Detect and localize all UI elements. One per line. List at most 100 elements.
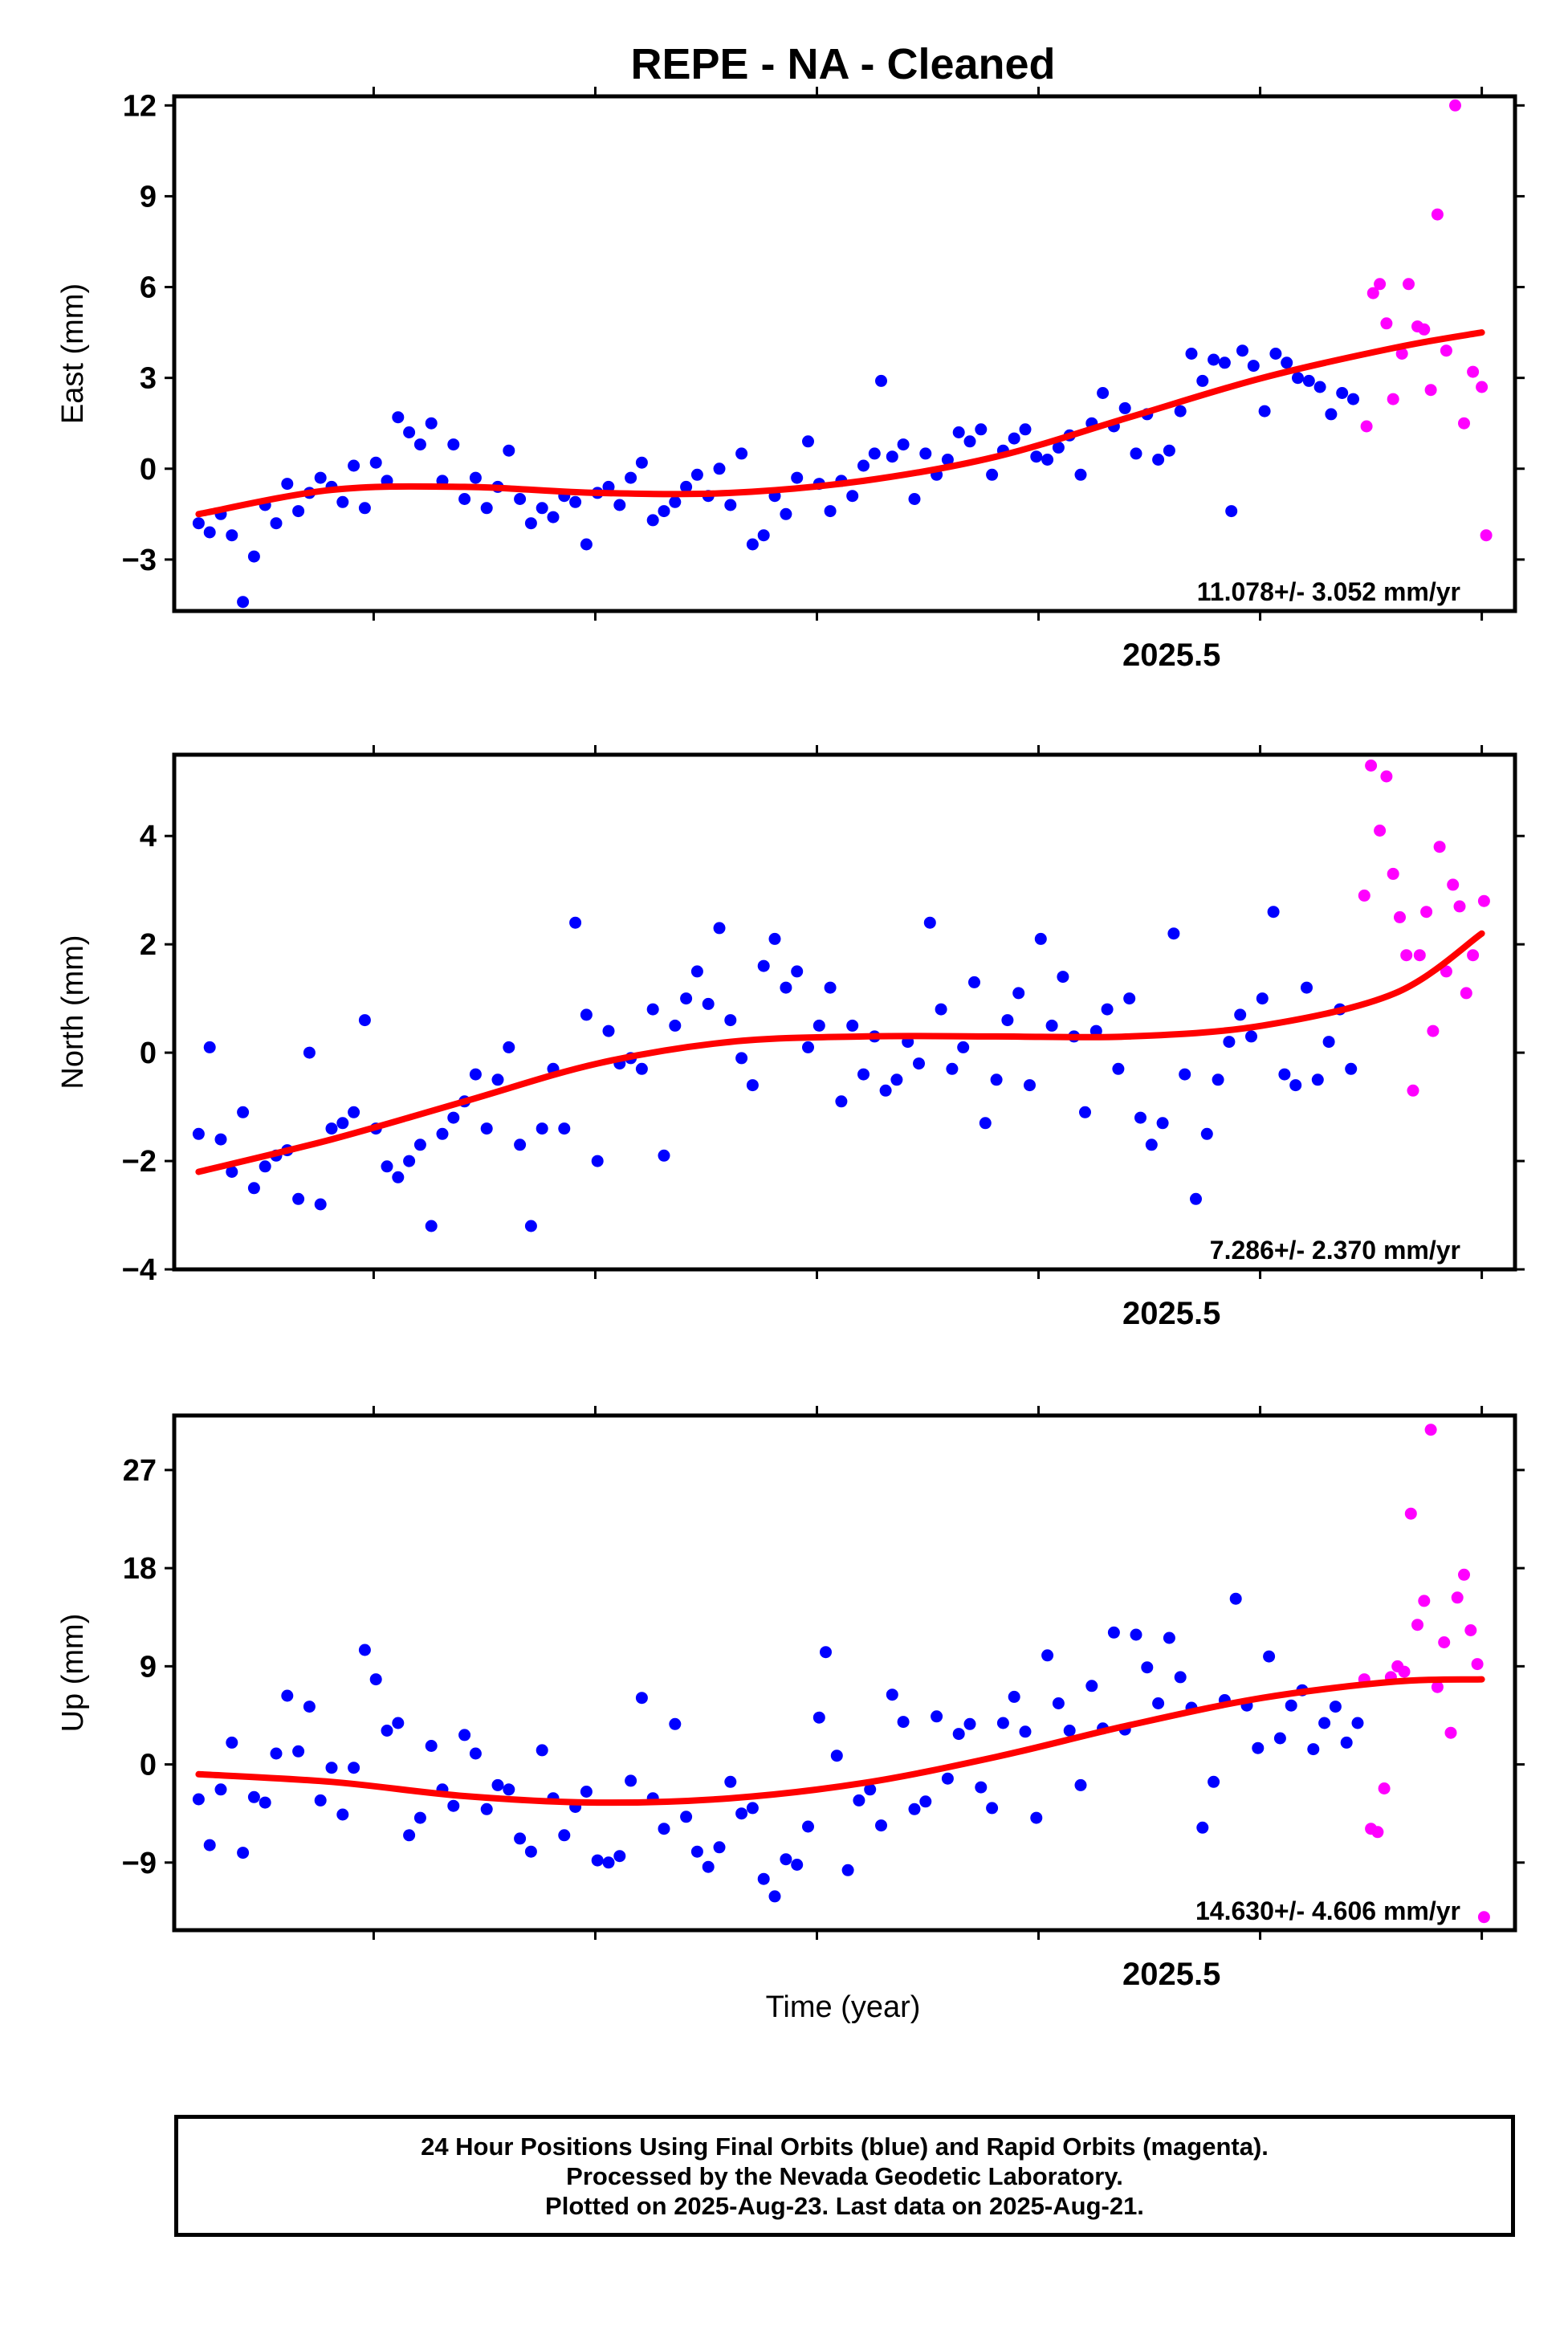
east-final-orbits-point <box>1196 374 1209 387</box>
up-final-orbits-point <box>303 1701 316 1713</box>
up-final-orbits-point <box>247 1790 260 1803</box>
north-final-orbits-point <box>1223 1036 1236 1049</box>
north-final-orbits-point <box>979 1117 992 1130</box>
east-final-orbits-point <box>713 462 726 475</box>
east-final-orbits-point <box>237 596 250 609</box>
east-final-orbits-point <box>735 447 748 460</box>
east-final-orbits-point <box>358 502 371 515</box>
east-final-orbits-point <box>1281 356 1293 369</box>
up-final-orbits-point <box>281 1689 294 1702</box>
east-final-orbits-point <box>1019 423 1032 436</box>
north-final-orbits-point <box>1289 1079 1302 1092</box>
up-final-orbits-point <box>491 1778 504 1791</box>
up-final-orbits-point <box>952 1728 965 1741</box>
up-panel: −9 0 9 18 27 2025.5 Up (mm) 14.630+/- 4.606 mm/… <box>56 1406 1525 1992</box>
up-final-orbits-point <box>1152 1697 1165 1709</box>
north-final-orbits-point <box>580 1008 593 1021</box>
north-final-orbits-point <box>536 1122 548 1135</box>
east-final-orbits-point <box>1052 441 1065 454</box>
east-final-orbits-point <box>1185 348 1198 360</box>
north-rapid-orbits-point <box>1433 841 1446 853</box>
up-final-orbits-point <box>820 1646 832 1659</box>
up-axis-label: Up (mm) <box>56 1614 90 1733</box>
north-rapid-orbits-point <box>1400 949 1413 962</box>
east-final-orbits-point <box>348 459 360 472</box>
up-rapid-orbits-point <box>1378 1782 1391 1794</box>
north-final-orbits-point <box>1311 1073 1324 1086</box>
north-final-orbits-point <box>392 1171 405 1183</box>
up-final-orbits-point <box>1041 1649 1054 1662</box>
east-final-orbits-point <box>802 435 814 448</box>
up-ytick-label: 18 <box>123 1552 157 1586</box>
east-ytick-label: −3 <box>122 544 157 577</box>
north-final-orbits-point <box>1256 992 1269 1005</box>
up-final-orbits-point <box>1329 1701 1342 1713</box>
east-final-orbits-point <box>897 438 910 451</box>
north-ytick-label: −4 <box>122 1253 157 1287</box>
north-final-orbits-point <box>602 1024 615 1037</box>
north-final-orbits-point <box>192 1127 205 1140</box>
east-final-orbits-point <box>1118 401 1131 414</box>
up-final-orbits-point <box>336 1808 349 1821</box>
up-final-orbits-point <box>348 1762 360 1774</box>
up-final-orbits-point <box>830 1750 843 1762</box>
up-final-orbits-point <box>1174 1671 1187 1684</box>
north-ytick-label: −2 <box>122 1145 157 1179</box>
east-final-orbits-point <box>669 495 682 508</box>
up-final-orbits-point <box>780 1853 792 1866</box>
north-final-orbits-point <box>890 1073 903 1086</box>
up-final-orbits-point <box>226 1736 238 1749</box>
north-final-orbits-point <box>990 1073 1003 1086</box>
north-final-orbits-point <box>325 1122 338 1135</box>
north-final-orbits-point <box>713 922 726 935</box>
east-final-orbits-point <box>314 471 327 484</box>
east-final-orbits-point <box>469 471 482 484</box>
north-rapid-orbits-point <box>1413 949 1426 962</box>
north-final-orbits-point <box>1212 1073 1224 1086</box>
north-final-orbits-point <box>1123 992 1136 1005</box>
east-final-orbits-point <box>824 505 837 518</box>
east-final-orbits-point <box>690 468 703 481</box>
up-final-orbits-point <box>237 1847 250 1860</box>
east-final-orbits-point <box>1152 454 1165 466</box>
east-final-orbits-point <box>1008 432 1020 445</box>
east-final-orbits-point <box>1336 387 1349 399</box>
east-final-orbits-point <box>1130 447 1142 460</box>
north-rapid-orbits-point <box>1427 1024 1440 1037</box>
up-final-orbits-point <box>1351 1717 1364 1729</box>
up-final-orbits-point <box>941 1772 954 1785</box>
x-axis-label: Time (year) <box>766 1990 921 2024</box>
north-final-orbits-point <box>1245 1030 1257 1043</box>
east-points <box>192 99 1493 609</box>
north-rapid-orbits-point <box>1440 965 1452 978</box>
east-final-orbits-point <box>514 493 527 505</box>
up-final-orbits-point <box>658 1823 670 1835</box>
east-final-orbits-point <box>1258 405 1271 418</box>
north-final-orbits-point <box>824 981 837 994</box>
up-final-orbits-point <box>314 1794 327 1807</box>
north-ytick-label: 4 <box>140 820 157 853</box>
up-final-orbits-point <box>1030 1811 1043 1824</box>
north-final-orbits-point <box>846 1019 859 1032</box>
north-final-orbits-point <box>957 1041 970 1053</box>
up-rapid-orbits-point <box>1451 1591 1464 1604</box>
north-final-orbits-point <box>491 1073 504 1086</box>
up-final-orbits-point <box>392 1717 405 1729</box>
north-frame <box>172 752 1517 1272</box>
up-final-orbits-point <box>1263 1650 1276 1663</box>
north-final-orbits-point <box>680 992 693 1005</box>
up-rapid-orbits-point <box>1458 1568 1470 1581</box>
east-final-orbits-point <box>503 444 515 457</box>
east-final-orbits-point <box>757 529 770 542</box>
east-rapid-orbits-point <box>1440 344 1452 357</box>
up-points <box>192 1424 1490 1924</box>
east-final-orbits-point <box>1041 454 1054 466</box>
north-ytick-label: 0 <box>140 1037 157 1070</box>
east-final-orbits-point <box>1074 468 1087 481</box>
north-final-orbits-point <box>1012 987 1025 1000</box>
up-final-orbits-point <box>403 1829 416 1842</box>
north-final-orbits-point <box>923 916 936 929</box>
north-final-orbits-point <box>857 1068 870 1081</box>
north-final-orbits-point <box>1156 1117 1169 1130</box>
east-final-orbits-point <box>846 490 859 503</box>
